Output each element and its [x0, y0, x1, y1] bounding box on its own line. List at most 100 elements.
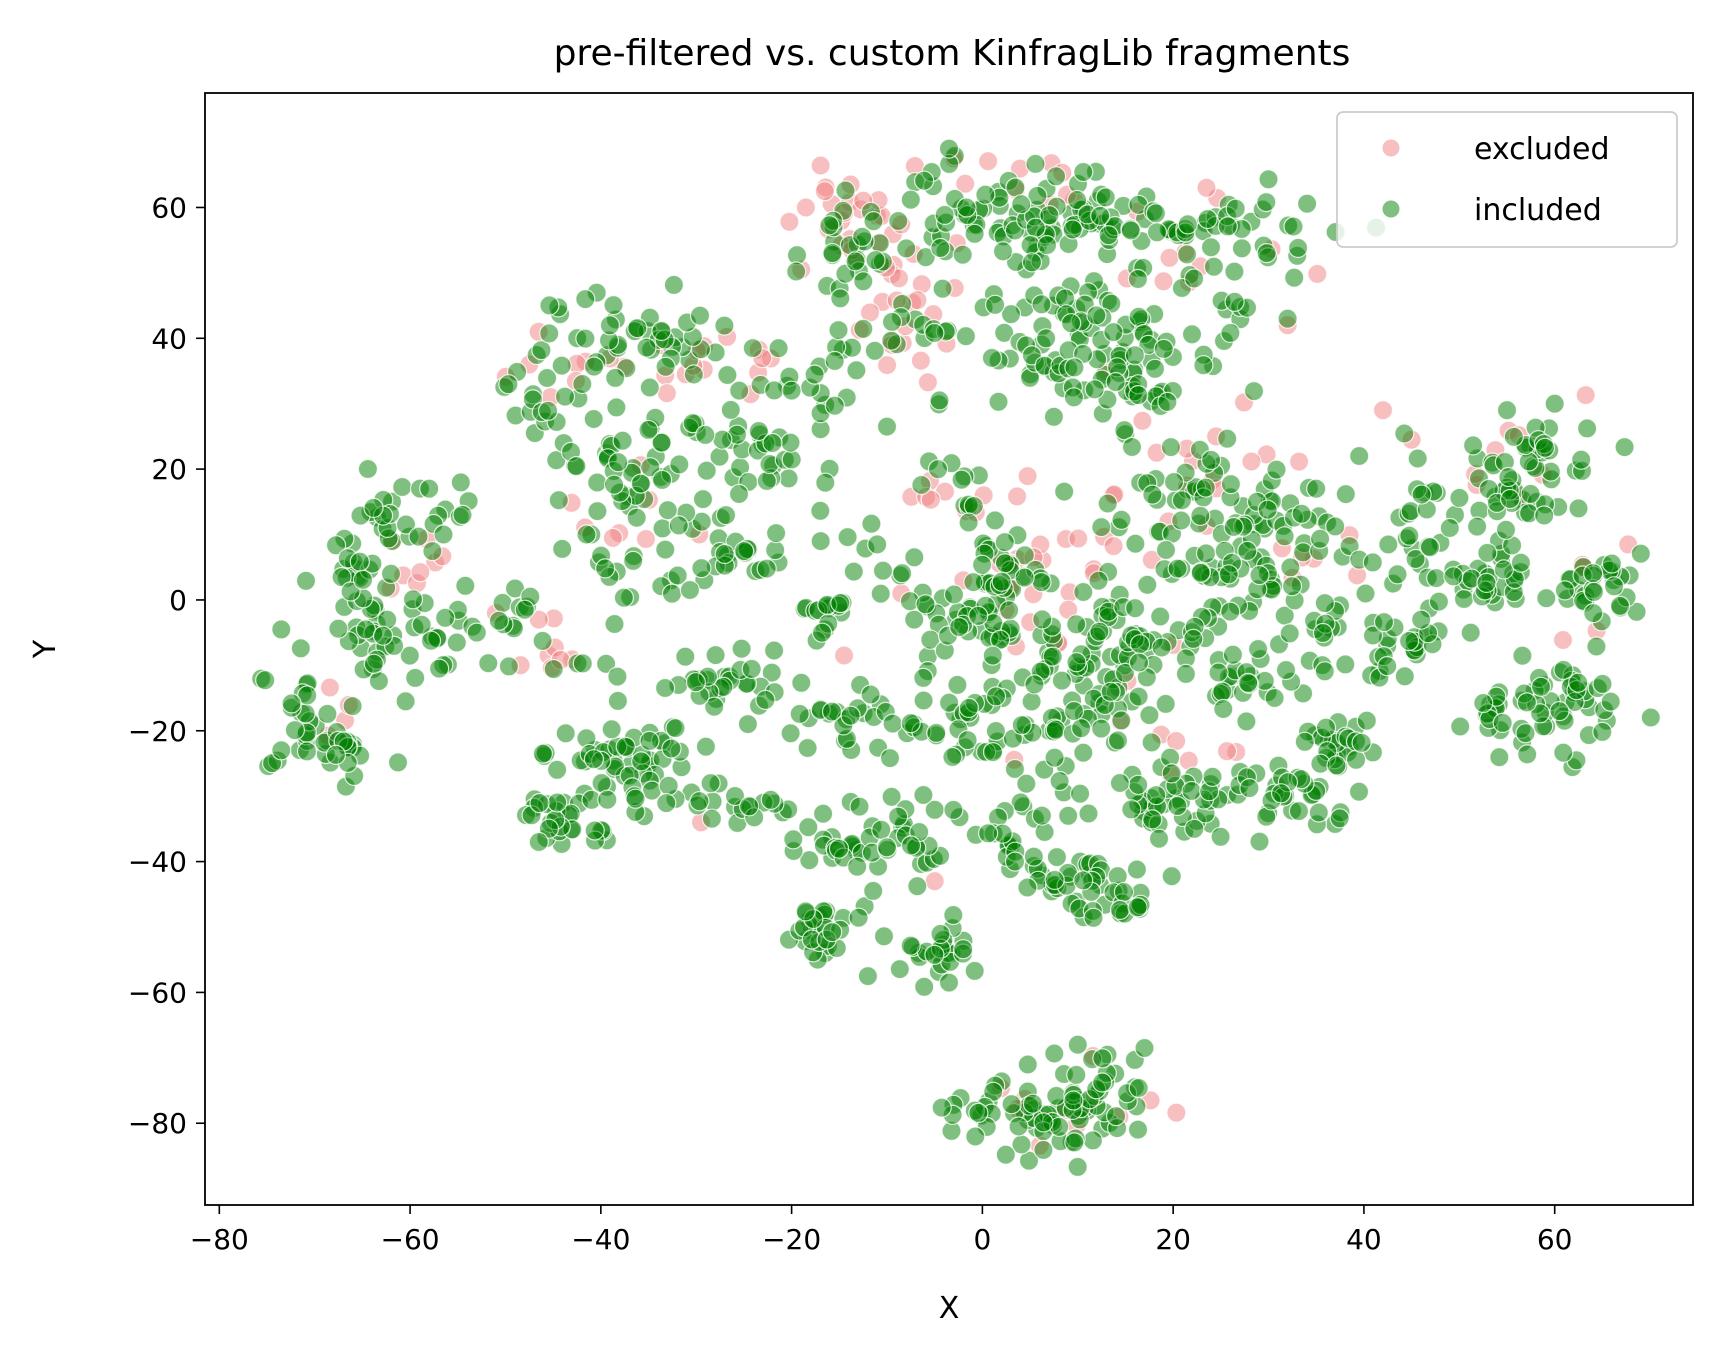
point-included	[929, 390, 950, 411]
point-included	[685, 672, 706, 693]
point-included	[1034, 821, 1055, 843]
point-included	[1031, 294, 1052, 315]
legend-marker-included	[1381, 199, 1401, 219]
point-included	[1128, 774, 1149, 795]
point-included	[595, 653, 617, 674]
point-included	[446, 632, 467, 653]
point-included	[1137, 574, 1158, 595]
x-tick-label: −60	[381, 1223, 440, 1256]
point-included	[1063, 387, 1085, 408]
point-included	[763, 640, 785, 661]
point-included	[1128, 686, 1149, 707]
point-included	[900, 935, 921, 956]
point-included	[1345, 749, 1367, 770]
point-included	[1236, 711, 1257, 732]
point-included	[355, 619, 376, 640]
point-included	[1177, 214, 1198, 235]
point-included	[1477, 542, 1498, 564]
point-included	[1583, 602, 1604, 624]
legend: excluded included	[1336, 111, 1678, 248]
point-included	[1329, 808, 1350, 829]
x-tick-label: −40	[571, 1223, 630, 1256]
point-included	[810, 500, 831, 521]
point-included	[1223, 516, 1244, 538]
point-included	[1405, 548, 1426, 570]
point-included	[798, 817, 819, 838]
point-included	[1064, 1132, 1085, 1153]
point-included	[760, 789, 781, 810]
point-included	[395, 691, 416, 712]
point-included	[1349, 445, 1370, 467]
point-excluded	[1552, 629, 1574, 651]
point-included	[1025, 153, 1046, 174]
point-included	[804, 364, 825, 385]
point-included	[1325, 516, 1346, 537]
point-included	[873, 926, 895, 947]
point-included	[1576, 418, 1598, 439]
point-included	[689, 791, 710, 812]
point-included	[1237, 540, 1258, 562]
point-included	[1161, 866, 1182, 887]
point-included	[349, 551, 370, 572]
legend-marker-excluded	[1381, 138, 1401, 158]
point-included	[913, 784, 934, 806]
point-included	[1554, 580, 1576, 601]
point-included	[1128, 1077, 1149, 1099]
point-excluded	[888, 268, 910, 289]
point-included	[450, 472, 471, 493]
point-excluded	[955, 173, 976, 194]
point-included	[638, 419, 659, 440]
point-included	[601, 719, 622, 740]
point-included	[756, 558, 777, 579]
point-included	[1175, 663, 1197, 685]
point-included	[1157, 391, 1178, 412]
point-included	[498, 656, 519, 677]
point-included	[1453, 588, 1475, 610]
point-included	[695, 424, 716, 445]
point-included	[1582, 563, 1604, 584]
point-included	[689, 305, 711, 326]
point-included	[1124, 345, 1146, 366]
point-included	[420, 630, 442, 651]
point-included	[1058, 805, 1079, 826]
point-included	[1335, 484, 1356, 505]
point-included	[363, 653, 384, 674]
point-included	[964, 960, 985, 982]
point-included	[1032, 609, 1053, 630]
point-excluded	[977, 151, 999, 172]
point-included	[714, 543, 735, 565]
point-included	[1142, 809, 1163, 830]
point-included	[1306, 478, 1327, 499]
point-included	[691, 557, 712, 579]
point-included	[704, 696, 725, 717]
point-included	[488, 610, 509, 631]
point-included	[1126, 859, 1148, 880]
point-included	[603, 474, 625, 495]
point-included	[958, 697, 980, 719]
point-included	[1277, 308, 1298, 329]
point-included	[1163, 471, 1185, 493]
point-included	[998, 600, 1020, 621]
point-included	[1016, 773, 1037, 794]
point-included	[1127, 268, 1149, 290]
point-included	[701, 808, 723, 829]
point-included	[994, 531, 1015, 553]
point-included	[952, 244, 973, 265]
point-included	[529, 792, 550, 814]
point-included	[994, 553, 1016, 574]
point-included	[1224, 291, 1245, 312]
point-excluded	[1132, 410, 1153, 431]
point-included	[762, 432, 783, 454]
point-included	[900, 835, 922, 856]
point-included	[455, 575, 476, 596]
point-included	[812, 803, 834, 824]
point-included	[682, 413, 703, 434]
point-included	[1355, 583, 1376, 604]
point-included	[597, 789, 618, 810]
point-included	[1296, 193, 1318, 214]
point-included	[640, 457, 661, 478]
point-included	[930, 237, 951, 259]
point-included	[1203, 256, 1225, 277]
point-included	[1473, 692, 1494, 714]
